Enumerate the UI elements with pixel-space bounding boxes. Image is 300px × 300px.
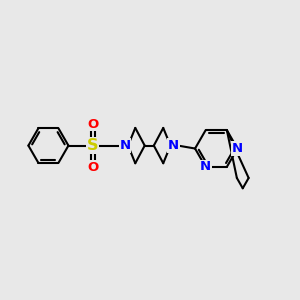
- Text: N: N: [200, 160, 211, 173]
- Text: O: O: [87, 118, 98, 130]
- Text: N: N: [232, 142, 243, 155]
- Text: S: S: [87, 138, 98, 153]
- Text: O: O: [87, 160, 98, 174]
- Text: N: N: [168, 139, 179, 152]
- Text: N: N: [119, 139, 130, 152]
